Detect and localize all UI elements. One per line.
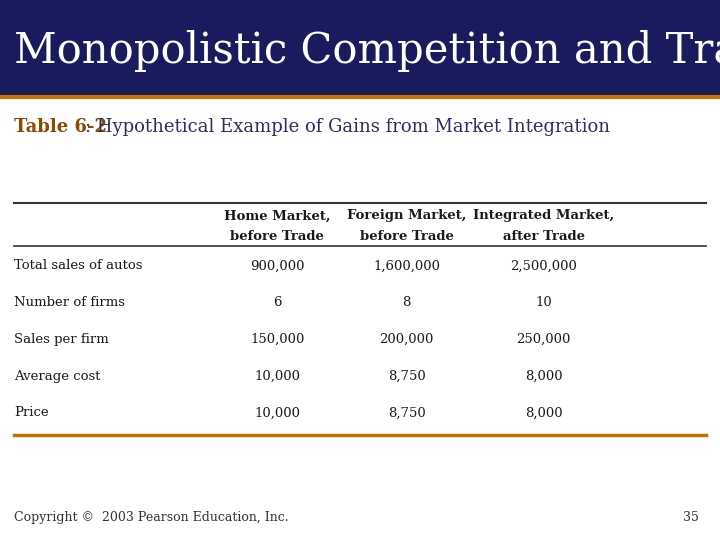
Text: Home Market,: Home Market, [224, 210, 330, 222]
Text: 250,000: 250,000 [516, 333, 571, 346]
Text: Sales per firm: Sales per firm [14, 333, 109, 346]
Text: Price: Price [14, 406, 49, 419]
Text: 900,000: 900,000 [250, 259, 305, 272]
Text: Foreign Market,: Foreign Market, [347, 210, 467, 222]
Text: before Trade: before Trade [230, 230, 324, 243]
Text: Average cost: Average cost [14, 369, 101, 382]
Text: 10,000: 10,000 [254, 406, 300, 419]
Text: 6: 6 [273, 296, 282, 309]
Text: 8: 8 [402, 296, 411, 309]
Text: 200,000: 200,000 [379, 333, 434, 346]
Text: 8,000: 8,000 [525, 369, 562, 382]
Text: 8,000: 8,000 [525, 406, 562, 419]
Text: after Trade: after Trade [503, 230, 585, 243]
Text: 150,000: 150,000 [250, 333, 305, 346]
Text: 35: 35 [683, 511, 698, 524]
Text: Monopolistic Competition and Trade: Monopolistic Competition and Trade [14, 30, 720, 72]
Text: 10,000: 10,000 [254, 369, 300, 382]
Bar [0, 0, 720, 97]
Text: Copyright ©  2003 Pearson Education, Inc.: Copyright © 2003 Pearson Education, Inc. [14, 511, 289, 524]
Text: before Trade: before Trade [360, 230, 454, 243]
Text: Integrated Market,: Integrated Market, [473, 210, 614, 222]
Text: 2,500,000: 2,500,000 [510, 259, 577, 272]
Text: 1,600,000: 1,600,000 [373, 259, 441, 272]
Text: : Hypothetical Example of Gains from Market Integration: : Hypothetical Example of Gains from Mar… [85, 118, 610, 136]
Text: Table 6-2: Table 6-2 [14, 118, 107, 136]
Text: Number of firms: Number of firms [14, 296, 125, 309]
Text: Total sales of autos: Total sales of autos [14, 259, 143, 272]
Text: 10: 10 [535, 296, 552, 309]
Text: 8,750: 8,750 [388, 369, 426, 382]
Text: 8,750: 8,750 [388, 406, 426, 419]
